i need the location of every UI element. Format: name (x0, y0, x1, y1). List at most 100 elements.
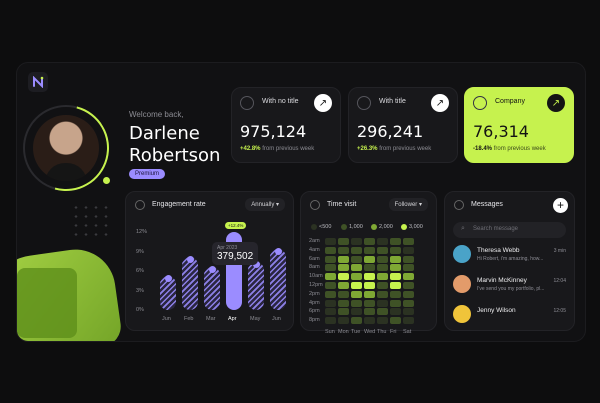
stat-change: +26.3% from previous week (357, 146, 432, 152)
arrow-up-right-icon[interactable]: ↗ (314, 94, 332, 112)
user-name: Darlene Robertson (129, 123, 221, 166)
bar-dot (208, 266, 216, 274)
stat-value: 296,241 (357, 122, 424, 141)
heatmap-cell (364, 308, 375, 316)
y-tick-label: 0% (136, 307, 144, 313)
heatmap-cell (390, 238, 401, 245)
legend-dot (401, 224, 407, 230)
heatmap-cell (364, 299, 375, 307)
time-visit-panel: Time visit Follower ▾ <500 1,000 2,000 3,00… (300, 191, 437, 335)
chart-tooltip: Apr 2023 379,502 (212, 242, 259, 265)
heatmap-cell (377, 238, 388, 245)
avatar (453, 305, 471, 323)
heatmap-cell (364, 290, 375, 298)
app-logo[interactable] (28, 72, 48, 92)
heatmap-col-label: Thu (377, 329, 387, 335)
heatmap-col-label: Sat (403, 329, 412, 335)
engagement-bar (248, 261, 264, 310)
heatmap-cell (390, 317, 401, 325)
heatmap-col-label: Wed (364, 329, 376, 335)
avatar (453, 245, 471, 263)
stat-value: 975,124 (240, 122, 307, 141)
x-tick-label: Apr (228, 316, 237, 322)
avatar (453, 275, 471, 293)
heatmap-cell (325, 308, 336, 316)
heatmap-cell (364, 246, 375, 254)
heatmap-row-label: 8am (309, 264, 320, 271)
heatmap-cell (377, 282, 388, 289)
y-tick-label: 6% (136, 268, 144, 274)
heatmap-cell (364, 238, 375, 245)
heatmap-cell (403, 317, 414, 325)
stat-change: +42.8% from previous week (240, 146, 315, 152)
stat-card-company[interactable]: Company ↗ 76,314 -18.4% from previous we… (464, 87, 574, 163)
heatmap-cell (403, 290, 414, 298)
arrow-up-right-icon[interactable]: ↗ (547, 94, 565, 112)
message-sender: Jenny Wilson (477, 307, 516, 314)
heatmap-row-label: 2am (309, 238, 320, 244)
clock-icon (310, 200, 320, 210)
heatmap-cell (403, 255, 414, 263)
legend-label: 1,000 (349, 224, 363, 230)
premium-badge: Premium (129, 169, 166, 179)
bar-dot (252, 260, 260, 268)
heatmap-row-label: 4pm (309, 299, 320, 306)
period-select[interactable]: Annually ▾ (245, 198, 285, 211)
heatmap-cell (390, 308, 401, 316)
stat-title: With no title (262, 98, 299, 105)
legend-label: <500 (319, 224, 332, 230)
tooltip-date: Apr 2023 (217, 245, 238, 251)
heatmap-col-label: Sun (325, 329, 335, 335)
bar-dot (164, 275, 172, 283)
legend-dot (311, 224, 317, 230)
heatmap-cell (351, 282, 362, 289)
avatar[interactable] (33, 115, 99, 181)
heatmap-col-label: Tue (351, 329, 361, 335)
heatmap-cell (377, 246, 388, 254)
heatmap-cell (403, 299, 414, 307)
stat-card-no-title[interactable]: With no title ↗ 975,124 +42.8% from prev… (231, 87, 341, 163)
follower-select[interactable]: Follower ▾ (388, 198, 428, 211)
user-icon (135, 200, 145, 210)
chat-icon (454, 200, 464, 210)
user-icon (240, 96, 254, 110)
message-time: 3 min (553, 248, 566, 254)
engagement-panel: Engagement rate Annually ▾ 12% 9% 6% 3% 0% Ju… (125, 191, 294, 331)
heatmap-cell (338, 273, 349, 281)
heatmap-cell (377, 308, 388, 316)
heatmap-cell (351, 264, 362, 272)
heatmap-cell (403, 273, 414, 281)
decorative-shape-shadow (17, 268, 77, 338)
avatar-ring (23, 105, 109, 191)
message-time: 12:04 (553, 278, 566, 284)
heatmap-cell (377, 299, 388, 307)
heatmap-cell (377, 273, 388, 281)
search-message-input[interactable]: ⌕ Search message (453, 222, 566, 238)
heatmap-cell (338, 290, 349, 298)
stat-card-with-title[interactable]: With title ↗ 296,241 +26.3% from previou… (348, 87, 458, 163)
dot-pattern (71, 203, 111, 239)
heatmap-row-label: 12pm (309, 282, 323, 288)
message-sender: Theresa Webb (477, 247, 520, 254)
engagement-bar (204, 267, 220, 310)
heatmap-cell (325, 299, 336, 307)
heatmap-cell (364, 264, 375, 272)
heatmap-cell (403, 308, 414, 316)
heatmap-row-label: 2pm (309, 290, 320, 297)
message-preview: I've send you my portfolio, pl... (477, 286, 545, 292)
heatmap-cell (325, 282, 336, 289)
panel-title: Messages (471, 201, 503, 208)
arrow-up-right-icon[interactable]: ↗ (431, 94, 449, 112)
new-message-button[interactable]: + (553, 198, 568, 213)
heatmap-col-label: Fri (390, 329, 397, 335)
change-pill: +12.4% (225, 222, 247, 229)
heatmap-cell (338, 246, 349, 254)
heatmap-cell (390, 246, 401, 254)
stat-value: 76,314 (473, 122, 529, 141)
message-sender: Marvin McKinney (477, 277, 527, 284)
heatmap-cell (351, 290, 362, 298)
heatmap-cell (325, 246, 336, 254)
search-icon: ⌕ (461, 225, 465, 232)
heatmap-col-label: Mon (338, 329, 349, 335)
heatmap-cell (351, 246, 362, 254)
